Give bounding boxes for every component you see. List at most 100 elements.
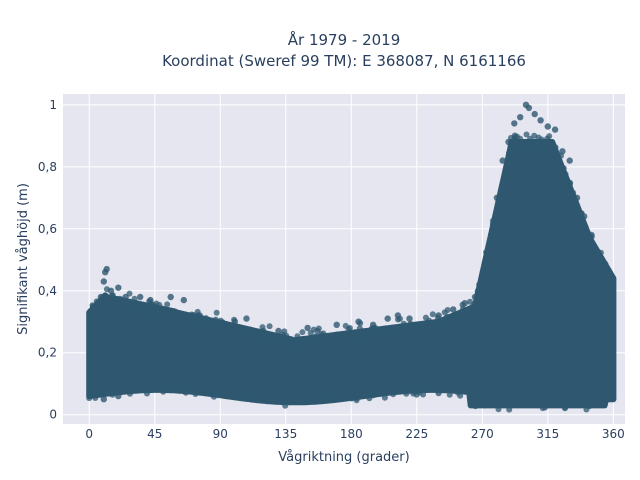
scatter-point bbox=[406, 315, 413, 322]
scatter-texture-dot bbox=[379, 327, 386, 334]
scatter-point bbox=[243, 315, 250, 322]
scatter-texture-dot bbox=[129, 308, 136, 315]
scatter-texture-dot bbox=[356, 335, 363, 342]
scatter-texture-dot bbox=[471, 301, 478, 308]
scatter-texture-dot bbox=[302, 339, 309, 346]
scatter-texture-dot bbox=[92, 390, 99, 397]
scatter-point bbox=[129, 300, 137, 307]
scatter-point bbox=[394, 312, 402, 319]
scatter-texture-dot bbox=[465, 310, 472, 317]
scatter-texture-dot bbox=[337, 340, 343, 347]
scatter-point bbox=[476, 281, 483, 288]
scatter-point bbox=[573, 194, 581, 201]
scatter-texture-dot bbox=[295, 338, 301, 345]
scatter-point bbox=[493, 399, 501, 406]
scatter-texture-dot bbox=[567, 180, 574, 187]
scatter-texture-dot bbox=[166, 387, 173, 393]
scatter-texture-dot bbox=[160, 388, 167, 395]
scatter-texture-dot bbox=[448, 322, 455, 329]
scatter-density-cloud bbox=[86, 131, 617, 413]
scatter-point bbox=[115, 284, 122, 291]
scatter-point bbox=[551, 399, 559, 406]
y-tick-label: 1 bbox=[49, 98, 57, 112]
scatter-texture-dot bbox=[213, 309, 220, 316]
scatter-texture-dot bbox=[113, 295, 120, 302]
scatter-texture-dot bbox=[593, 399, 600, 406]
scatter-texture-dot bbox=[532, 148, 539, 155]
scatter-point bbox=[511, 120, 518, 127]
scatter-texture-dot bbox=[539, 405, 546, 412]
y-axis-title: Signifikant våghöjd (m) bbox=[16, 183, 31, 335]
scatter-texture-dot bbox=[234, 325, 241, 332]
scatter-point bbox=[333, 321, 340, 328]
scatter-texture-dot bbox=[416, 322, 423, 329]
scatter-point bbox=[544, 123, 551, 130]
scatter-texture-dot bbox=[345, 326, 352, 333]
x-tick-label: 360 bbox=[602, 427, 625, 441]
scatter-point bbox=[525, 104, 533, 112]
scatter-texture-dot bbox=[313, 340, 320, 347]
x-axis-ticks: 0 45 90 135 180 225 270 315 360 bbox=[85, 427, 624, 441]
scatter-texture-dot bbox=[453, 312, 460, 319]
scatter-texture-dot bbox=[259, 324, 266, 331]
scatter-texture-dot bbox=[562, 405, 568, 412]
scatter-texture-dot bbox=[247, 332, 254, 339]
scatter-point bbox=[435, 389, 442, 397]
scatter-texture-dot bbox=[439, 318, 446, 325]
x-tick-label: 315 bbox=[536, 427, 559, 441]
y-tick-label: 0 bbox=[49, 408, 57, 422]
scatter-point bbox=[522, 396, 530, 403]
scatter-texture-dot bbox=[140, 384, 147, 391]
scatter-texture-dot bbox=[167, 308, 174, 314]
scatter-texture-dot bbox=[552, 149, 559, 156]
scatter-texture-dot bbox=[526, 146, 533, 153]
scatter-point bbox=[505, 138, 512, 146]
scatter-texture-dot bbox=[164, 301, 171, 308]
scatter-texture-dot bbox=[570, 189, 577, 196]
scatter-texture-dot bbox=[467, 298, 473, 305]
scatter-texture-dot bbox=[566, 400, 572, 407]
scatter-texture-dot bbox=[353, 397, 360, 404]
scatter-texture-dot bbox=[194, 321, 201, 328]
scatter-texture-dot bbox=[511, 132, 518, 139]
scatter-texture-dot bbox=[219, 323, 226, 330]
scatter-point bbox=[180, 296, 187, 304]
scatter-point bbox=[91, 306, 99, 313]
scatter-texture-dot bbox=[92, 395, 99, 401]
scatter-point bbox=[499, 157, 506, 164]
x-tick-label: 180 bbox=[340, 427, 363, 441]
scatter-point bbox=[566, 157, 573, 164]
scatter-texture-dot bbox=[511, 137, 518, 144]
scatter-point bbox=[158, 306, 166, 313]
scatter-texture-dot bbox=[307, 330, 314, 336]
scatter-texture-dot bbox=[97, 389, 103, 396]
scatter-texture-dot bbox=[350, 330, 357, 337]
scatter-texture-dot bbox=[403, 390, 410, 397]
scatter-texture-dot bbox=[523, 131, 530, 138]
x-tick-label: 90 bbox=[213, 427, 228, 441]
scatter-texture-dot bbox=[407, 385, 414, 392]
scatter-point bbox=[88, 315, 96, 322]
scatter-texture-dot bbox=[211, 387, 218, 394]
scatter-texture-dot bbox=[412, 383, 419, 390]
scatter-texture-dot bbox=[608, 278, 615, 285]
scatter-texture-dot bbox=[328, 392, 335, 399]
scatter-texture-dot bbox=[411, 324, 417, 331]
scatter-texture-dot bbox=[87, 389, 93, 396]
scatter-texture-dot bbox=[388, 385, 395, 392]
scatter-texture-dot bbox=[552, 144, 559, 151]
scatter-texture-dot bbox=[104, 389, 111, 396]
scatter-texture-dot bbox=[531, 132, 538, 139]
scatter-point bbox=[369, 321, 377, 328]
scatter-point bbox=[435, 312, 442, 319]
x-axis-title: Vågriktning (grader) bbox=[278, 450, 409, 465]
scatter-texture-dot bbox=[348, 395, 355, 402]
scatter-point bbox=[100, 396, 108, 403]
scatter-texture-dot bbox=[364, 336, 370, 343]
scatter-texture-dot bbox=[483, 249, 490, 256]
chart-title-line1: År 1979 - 2019 bbox=[288, 30, 401, 49]
scatter-texture-dot bbox=[192, 391, 199, 397]
scatter-texture-dot bbox=[260, 333, 267, 340]
scatter-texture-dot bbox=[474, 288, 481, 294]
scatter-point bbox=[493, 194, 501, 201]
